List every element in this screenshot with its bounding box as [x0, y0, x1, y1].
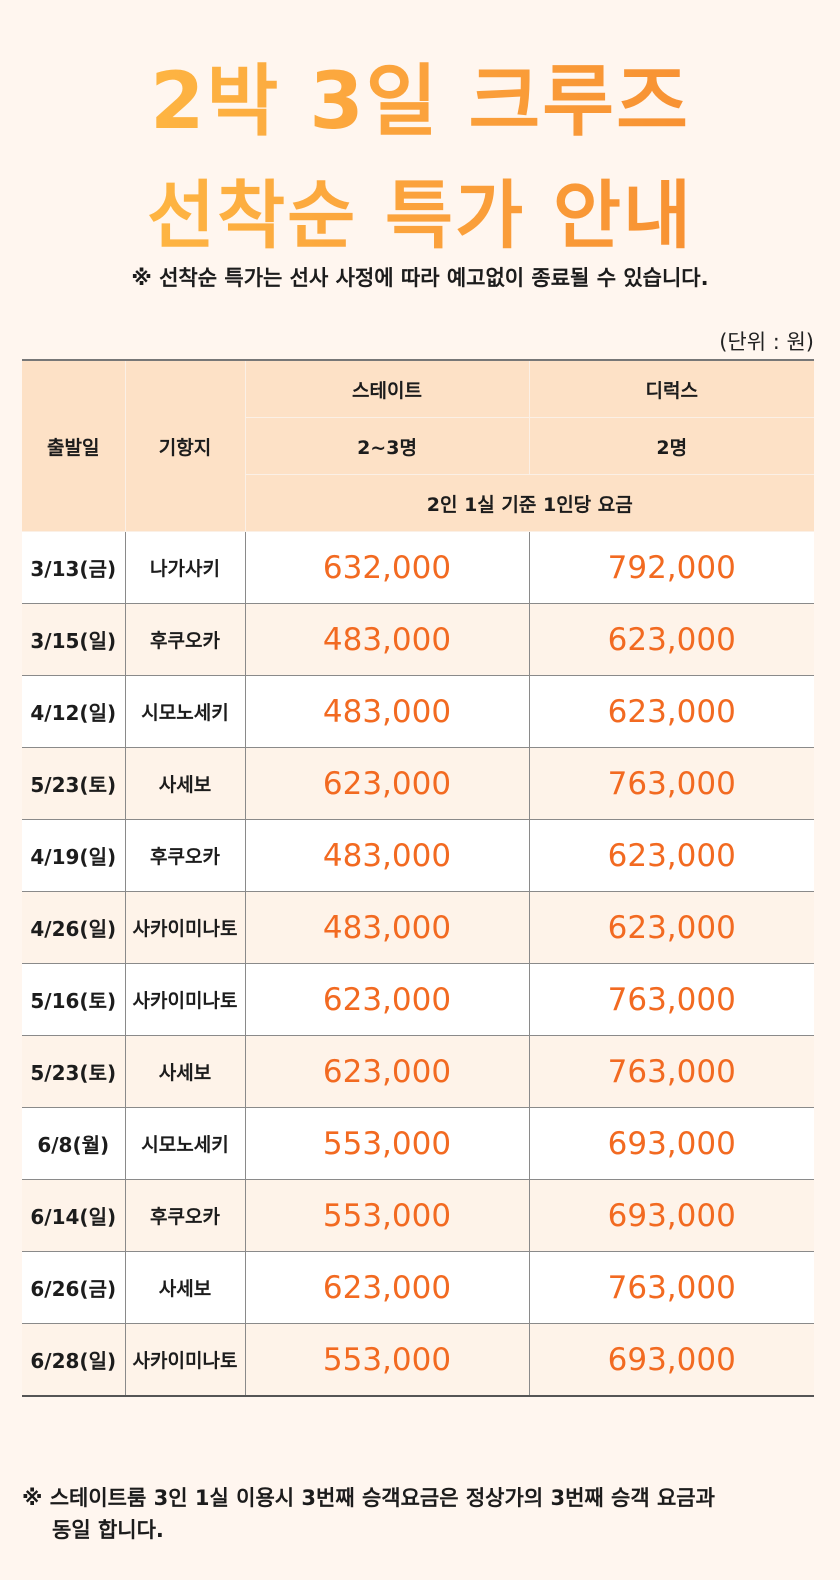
departure-date-cell: 3/15(일): [22, 603, 126, 676]
destination-cell: 사카이미나토: [125, 963, 246, 1036]
destination-cell: 후쿠오카: [125, 819, 246, 892]
deluxe-price-cell: 623,000: [529, 819, 814, 892]
table-row: 3/13(금) 나가사키 632,000 792,000: [22, 531, 814, 604]
state-price-cell: 483,000: [245, 819, 530, 892]
state-price-cell: 553,000: [245, 1179, 530, 1252]
footnote: ※ 스테이트룸 3인 1실 이용시 3번째 승객요금은 정상가의 3번째 승객 …: [22, 1482, 812, 1546]
table-row: 3/15(일) 후쿠오카 483,000 623,000: [22, 603, 814, 676]
departure-date-cell: 3/13(금): [22, 531, 126, 604]
departure-date-cell: 5/16(토): [22, 963, 126, 1036]
departure-date-cell: 6/26(금): [22, 1251, 126, 1324]
destination-cell: 시모노세키: [125, 1107, 246, 1180]
departure-date-cell: 4/19(일): [22, 819, 126, 892]
destination-cell: 나가사키: [125, 531, 246, 604]
state-price-cell: 623,000: [245, 1035, 530, 1108]
table-row: 4/12(일) 시모노세키 483,000 623,000: [22, 675, 814, 748]
destination-cell: 사세보: [125, 747, 246, 820]
deluxe-price-cell: 623,000: [529, 603, 814, 676]
state-price-cell: 483,000: [245, 891, 530, 964]
destination-cell: 사세보: [125, 1251, 246, 1324]
table-row: 4/19(일) 후쿠오카 483,000 623,000: [22, 819, 814, 892]
header-state-capacity: 2~3명: [245, 417, 530, 475]
cruise-price-table: 출발일 기항지 스테이트 디럭스 2~3명 2명 2인 1실 기준 1인당 요금…: [22, 359, 814, 1397]
departure-date-cell: 6/28(일): [22, 1323, 126, 1397]
destination-cell: 시모노세키: [125, 675, 246, 748]
state-price-cell: 553,000: [245, 1323, 530, 1397]
state-price-cell: 623,000: [245, 963, 530, 1036]
header-departure-date: 출발일: [22, 359, 126, 532]
page-title-line1: 2박 3일 크루즈: [0, 52, 840, 152]
deluxe-price-cell: 792,000: [529, 531, 814, 604]
departure-date-cell: 5/23(토): [22, 1035, 126, 1108]
deluxe-price-cell: 763,000: [529, 963, 814, 1036]
deluxe-price-cell: 693,000: [529, 1179, 814, 1252]
early-bird-notice: ※ 선착순 특가는 선사 사정에 따라 예고없이 종료될 수 있습니다.: [131, 266, 709, 290]
page-title-line2: 선착순 특가 안내: [0, 166, 840, 266]
deluxe-price-cell: 763,000: [529, 1251, 814, 1324]
table-row: 5/23(토) 사세보 623,000 763,000: [22, 747, 814, 820]
header-state-room: 스테이트: [245, 359, 530, 418]
currency-unit-label: (단위 : 원): [719, 330, 814, 354]
table-row: 4/26(일) 사카이미나토 483,000 623,000: [22, 891, 814, 964]
deluxe-price-cell: 623,000: [529, 675, 814, 748]
price-table-body: 3/13(금) 나가사키 632,000 792,000 3/15(일) 후쿠오카 483,…: [22, 531, 814, 1397]
header-deluxe-capacity: 2명: [529, 417, 814, 475]
destination-cell: 사세보: [125, 1035, 246, 1108]
departure-date-cell: 4/26(일): [22, 891, 126, 964]
table-row: 6/14(일) 후쿠오카 553,000 693,000: [22, 1179, 814, 1252]
destination-cell: 사카이미나토: [125, 1323, 246, 1397]
departure-date-cell: 6/14(일): [22, 1179, 126, 1252]
footnote-line1: ※ 스테이트룸 3인 1실 이용시 3번째 승객요금은 정상가의 3번째 승객 …: [22, 1486, 715, 1510]
destination-cell: 사카이미나토: [125, 891, 246, 964]
departure-date-cell: 4/12(일): [22, 675, 126, 748]
deluxe-price-cell: 693,000: [529, 1107, 814, 1180]
state-price-cell: 483,000: [245, 603, 530, 676]
deluxe-price-cell: 763,000: [529, 747, 814, 820]
state-price-cell: 623,000: [245, 747, 530, 820]
departure-date-cell: 5/23(토): [22, 747, 126, 820]
state-price-cell: 623,000: [245, 1251, 530, 1324]
header-deluxe-room: 디럭스: [529, 359, 814, 418]
deluxe-price-cell: 693,000: [529, 1323, 814, 1397]
table-row: 6/28(일) 사카이미나토 553,000 693,000: [22, 1323, 814, 1397]
footnote-line2: 동일 합니다.: [52, 1518, 164, 1542]
state-price-cell: 483,000: [245, 675, 530, 748]
header-destination: 기항지: [125, 359, 246, 532]
table-row: 6/26(금) 사세보 623,000 763,000: [22, 1251, 814, 1324]
state-price-cell: 553,000: [245, 1107, 530, 1180]
table-row: 5/16(토) 사카이미나토 623,000 763,000: [22, 963, 814, 1036]
state-price-cell: 632,000: [245, 531, 530, 604]
price-table-header: 출발일 기항지 스테이트 디럭스 2~3명 2명 2인 1실 기준 1인당 요금: [22, 359, 814, 532]
header-price-basis: 2인 1실 기준 1인당 요금: [245, 474, 814, 532]
departure-date-cell: 6/8(월): [22, 1107, 126, 1180]
destination-cell: 후쿠오카: [125, 1179, 246, 1252]
table-row: 6/8(월) 시모노세키 553,000 693,000: [22, 1107, 814, 1180]
deluxe-price-cell: 623,000: [529, 891, 814, 964]
table-row: 5/23(토) 사세보 623,000 763,000: [22, 1035, 814, 1108]
deluxe-price-cell: 763,000: [529, 1035, 814, 1108]
destination-cell: 후쿠오카: [125, 603, 246, 676]
